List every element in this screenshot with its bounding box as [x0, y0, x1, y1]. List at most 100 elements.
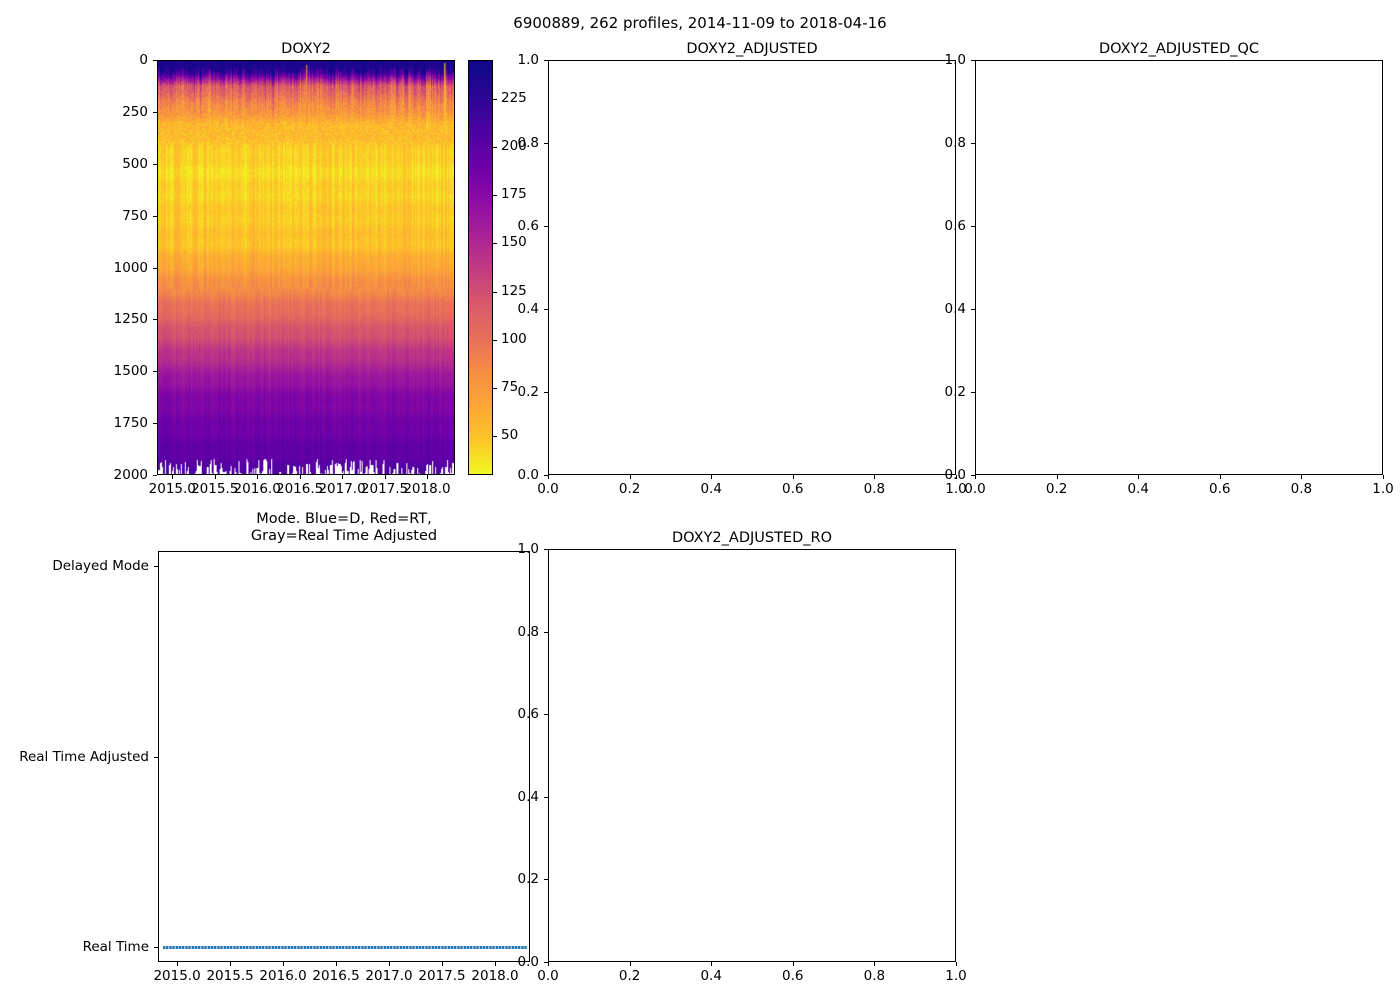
colorbar-tick-label: 225: [501, 89, 527, 106]
x-tick-label: 2017.5: [418, 968, 466, 984]
doxy2-colorbar: [468, 60, 493, 475]
y-tick-label: 0.6: [944, 218, 966, 234]
colorbar-tick: [493, 195, 497, 197]
x-tick: [975, 475, 976, 479]
y-tick-label: 1750: [113, 415, 148, 432]
y-tick-label: 0.2: [944, 384, 966, 400]
y-tick-label: 0.2: [517, 871, 539, 888]
x-tick-label: 2016.5: [312, 968, 360, 984]
x-tick-label: 2015.0: [148, 481, 196, 497]
panel-title-doxy2: DOXY2: [281, 41, 331, 57]
x-tick-label: 2018.0: [403, 481, 451, 497]
y-tick: [153, 423, 157, 425]
axes-doxy2-adjusted-qc: [975, 60, 1383, 475]
y-tick: [153, 475, 157, 476]
panel-title-doxy2-adjusted-ro: DOXY2_ADJUSTED_RO: [671, 530, 833, 546]
y-tick: [154, 946, 158, 948]
y-tick-label: Delayed Mode: [52, 558, 149, 575]
x-tick-label: 2016.0: [259, 968, 307, 984]
x-tick: [1301, 475, 1303, 479]
x-tick: [711, 475, 713, 479]
x-tick: [629, 475, 631, 479]
panel-title-doxy2-adjusted: DOXY2_ADJUSTED: [686, 41, 818, 57]
x-tick-label: 1.0: [1372, 481, 1394, 497]
x-tick-label: 0.6: [1209, 481, 1231, 497]
y-tick: [544, 475, 548, 476]
x-tick-label: 2016.5: [276, 481, 324, 497]
y-tick: [154, 566, 158, 568]
x-tick-label: 2015.0: [153, 968, 201, 984]
y-tick: [153, 267, 157, 269]
colorbar-tick: [493, 388, 497, 390]
y-tick: [153, 215, 157, 217]
x-tick-label: 0.0: [537, 968, 559, 984]
y-tick: [544, 631, 548, 633]
x-tick: [342, 475, 344, 479]
x-tick: [1383, 475, 1384, 479]
y-tick-label: 1.0: [517, 541, 539, 557]
x-tick-label: 0.0: [964, 481, 986, 497]
axes-doxy2: [157, 60, 455, 475]
x-tick: [177, 962, 179, 966]
y-tick: [971, 60, 975, 61]
x-tick: [495, 962, 497, 966]
y-tick: [971, 392, 975, 393]
x-tick: [711, 962, 713, 966]
y-tick: [544, 879, 548, 881]
figure-suptitle: 6900889, 262 profiles, 2014-11-09 to 201…: [513, 14, 887, 32]
x-tick: [384, 475, 386, 479]
x-tick: [214, 475, 216, 479]
colorbar-tick-label: 100: [501, 330, 527, 347]
y-tick-label: 0.4: [517, 301, 539, 317]
x-tick: [1056, 475, 1058, 479]
x-tick-label: 0.4: [1127, 481, 1149, 497]
axes-doxy2-adjusted: [548, 60, 956, 475]
y-tick: [544, 796, 548, 798]
x-tick-label: 0.8: [1290, 481, 1313, 497]
x-tick: [426, 475, 428, 479]
y-tick-label: 0.8: [517, 135, 539, 151]
x-tick-label: 0.2: [1045, 481, 1068, 497]
x-tick: [792, 962, 794, 966]
x-tick-label: 0.2: [618, 968, 641, 984]
x-tick: [629, 962, 631, 966]
panel-title-mode: Mode. Blue=D, Red=RT, Gray=Real Time Adj…: [250, 511, 438, 545]
x-tick-label: 0.4: [700, 481, 722, 497]
y-tick: [544, 309, 548, 310]
x-tick-label: 0.4: [700, 968, 722, 984]
x-tick-label: 2017.0: [318, 481, 366, 497]
y-tick: [544, 962, 548, 963]
colorbar-tick-label: 125: [501, 282, 527, 299]
x-tick: [257, 475, 259, 479]
y-tick-label: 0.0: [517, 467, 539, 483]
y-tick-label: 0.6: [517, 218, 539, 234]
x-tick-label: 2015.5: [206, 968, 254, 984]
mode-series-markers: [163, 946, 527, 950]
x-tick: [230, 962, 232, 966]
y-tick-label: 1500: [113, 363, 148, 380]
x-tick: [283, 962, 285, 966]
x-tick: [336, 962, 338, 966]
x-tick-label: 0.8: [863, 968, 886, 984]
colorbar-tick: [493, 243, 497, 245]
y-tick: [544, 392, 548, 393]
x-tick: [956, 475, 957, 479]
x-tick-label: 2017.5: [360, 481, 409, 497]
y-tick-label: 1.0: [517, 52, 539, 68]
y-tick: [544, 549, 548, 550]
x-tick-label: 0.2: [618, 481, 641, 497]
y-tick-label: 0.6: [517, 706, 539, 723]
colorbar-tick: [493, 436, 497, 438]
y-tick: [971, 475, 975, 476]
y-tick: [153, 111, 157, 113]
x-tick: [792, 475, 794, 479]
x-tick-label: 2015.5: [191, 481, 239, 497]
y-tick-label: Real Time Adjusted: [19, 748, 149, 765]
y-tick-label: 2000: [113, 467, 148, 483]
y-tick-label: 0.8: [944, 135, 966, 151]
y-tick: [544, 226, 548, 227]
x-tick: [442, 962, 444, 966]
x-tick-label: 2018.0: [471, 968, 519, 984]
doxy2-heatmap-image: [158, 61, 454, 474]
